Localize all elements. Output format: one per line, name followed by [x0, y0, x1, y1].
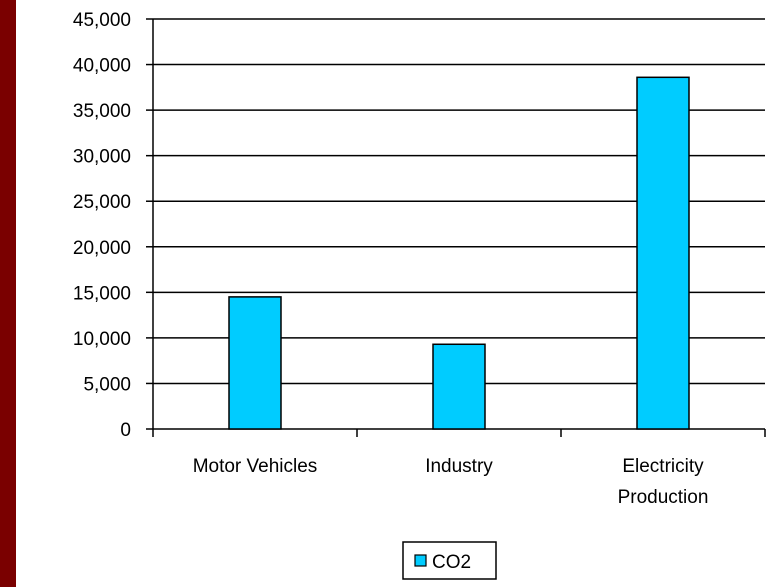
y-tick-label: 0 — [120, 420, 131, 441]
y-tick-label: 35,000 — [73, 101, 131, 122]
x-category-label: Electricity — [622, 456, 704, 477]
y-tick-label: 40,000 — [73, 56, 131, 77]
x-category-label: Industry — [425, 456, 493, 477]
y-tick-label: 5,000 — [83, 374, 131, 395]
y-tick-label: 10,000 — [73, 329, 131, 350]
y-tick-label: 45,000 — [73, 10, 131, 31]
y-tick-label: 25,000 — [73, 192, 131, 213]
y-tick-label: 15,000 — [73, 283, 131, 304]
legend-label: CO2 — [432, 552, 471, 573]
side-accent-bar — [0, 0, 16, 587]
bar-motor-vehicles — [228, 296, 282, 430]
y-tick-label: 20,000 — [73, 238, 131, 259]
bar-industry — [432, 343, 486, 430]
y-tick-label: 30,000 — [73, 147, 131, 168]
legend-swatch — [414, 554, 427, 567]
bar-electricity-production — [636, 76, 690, 430]
x-category-label: Production — [618, 487, 709, 508]
x-category-label: Motor Vehicles — [193, 456, 318, 477]
